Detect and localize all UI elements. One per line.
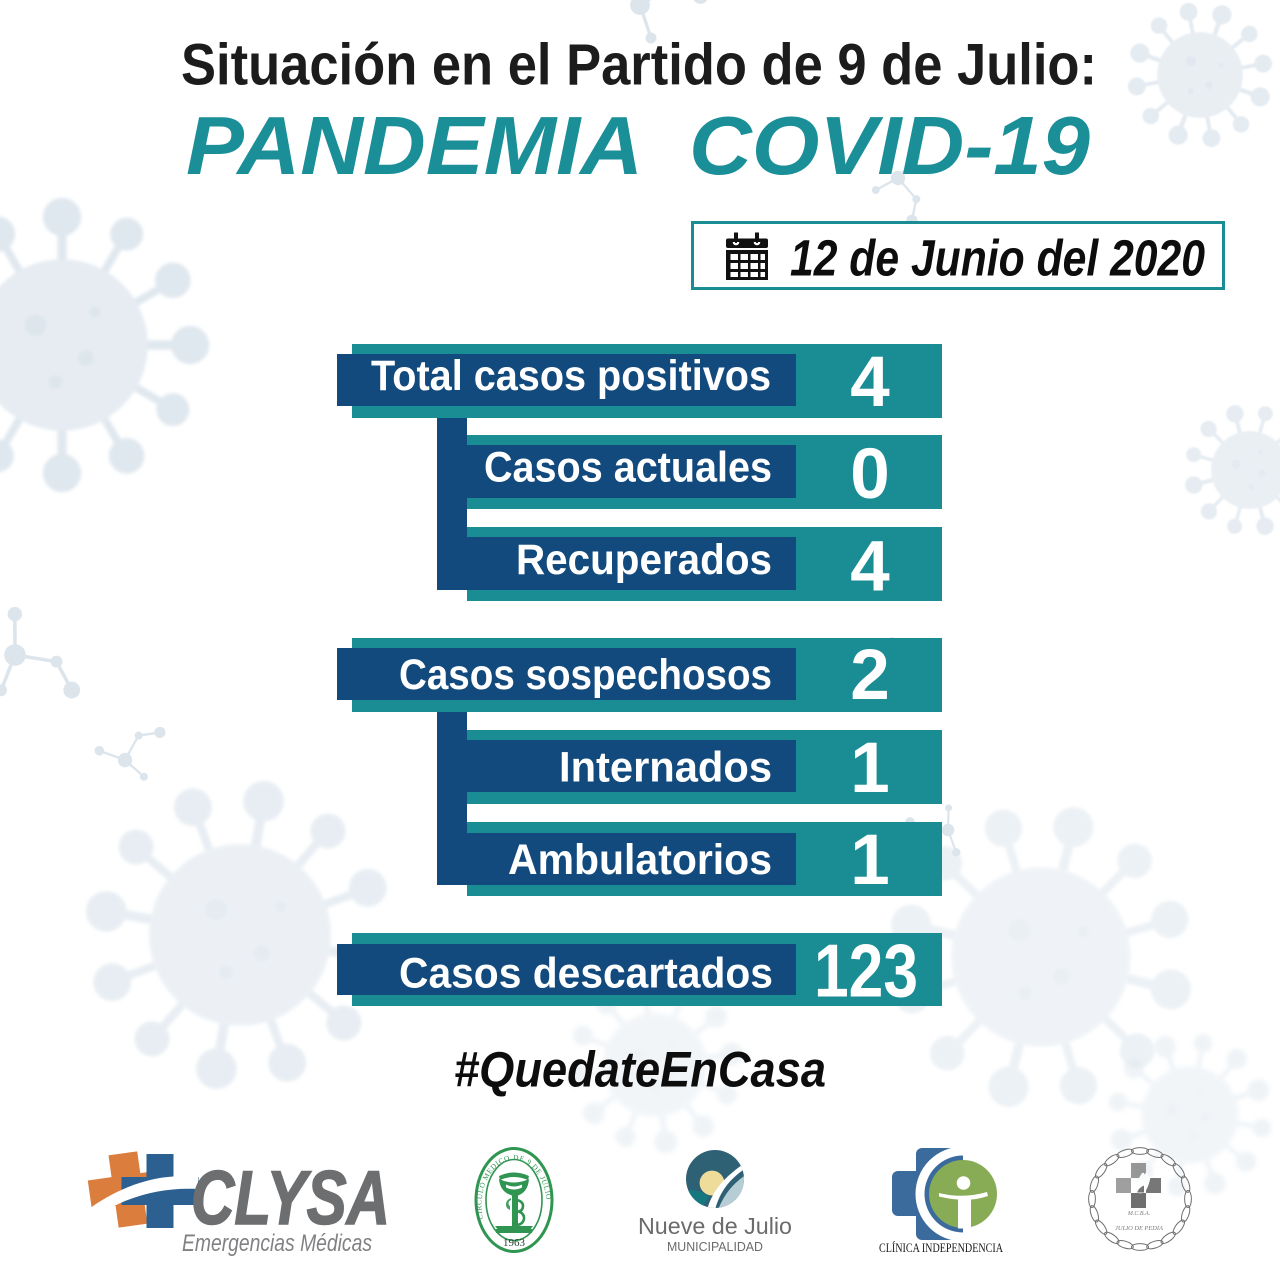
svg-text:Ambulatorios: Ambulatorios: [508, 836, 772, 884]
svg-text:1963: 1963: [503, 1237, 526, 1249]
svg-text:0: 0: [850, 435, 890, 514]
svg-text:#QuedateEnCasa: #QuedateEnCasa: [454, 1042, 826, 1098]
svg-text:1: 1: [850, 821, 890, 900]
svg-text:4: 4: [850, 528, 890, 607]
svg-text:Situación en el Partido de 9 d: Situación en el Partido de 9 de Julio:: [181, 33, 1097, 98]
svg-text:1: 1: [850, 729, 890, 808]
svg-text:2: 2: [850, 636, 890, 715]
svg-text:Nueve de Julio: Nueve de Julio: [638, 1213, 792, 1239]
svg-text:Emergencias Médicas: Emergencias Médicas: [182, 1230, 372, 1257]
svg-text:PANDEMIA: PANDEMIA: [186, 99, 643, 192]
svg-text:12 de Junio del 2020: 12 de Junio del 2020: [790, 230, 1205, 287]
svg-text:COVID-19: COVID-19: [689, 99, 1090, 192]
svg-text:4: 4: [850, 343, 890, 422]
svg-text:123: 123: [814, 929, 918, 1013]
svg-text:CLÍNICA INDEPENDENCIA: CLÍNICA INDEPENDENCIA: [879, 1240, 1003, 1255]
svg-text:CLYSA: CLYSA: [191, 1156, 390, 1241]
svg-text:Recuperados: Recuperados: [516, 536, 772, 584]
svg-text:Casos sospechosos: Casos sospechosos: [399, 651, 772, 699]
svg-text:MUNICIPALIDAD: MUNICIPALIDAD: [667, 1239, 763, 1254]
svg-text:Casos descartados: Casos descartados: [399, 950, 773, 998]
svg-text:JULIO DE PEDIA: JULIO DE PEDIA: [1115, 1225, 1163, 1232]
svg-text:Casos actuales: Casos actuales: [484, 444, 772, 492]
svg-text:M.C.B.A.: M.C.B.A.: [1127, 1211, 1150, 1217]
svg-text:Internados: Internados: [559, 744, 772, 792]
svg-text:Total casos positivos: Total casos positivos: [371, 352, 771, 400]
